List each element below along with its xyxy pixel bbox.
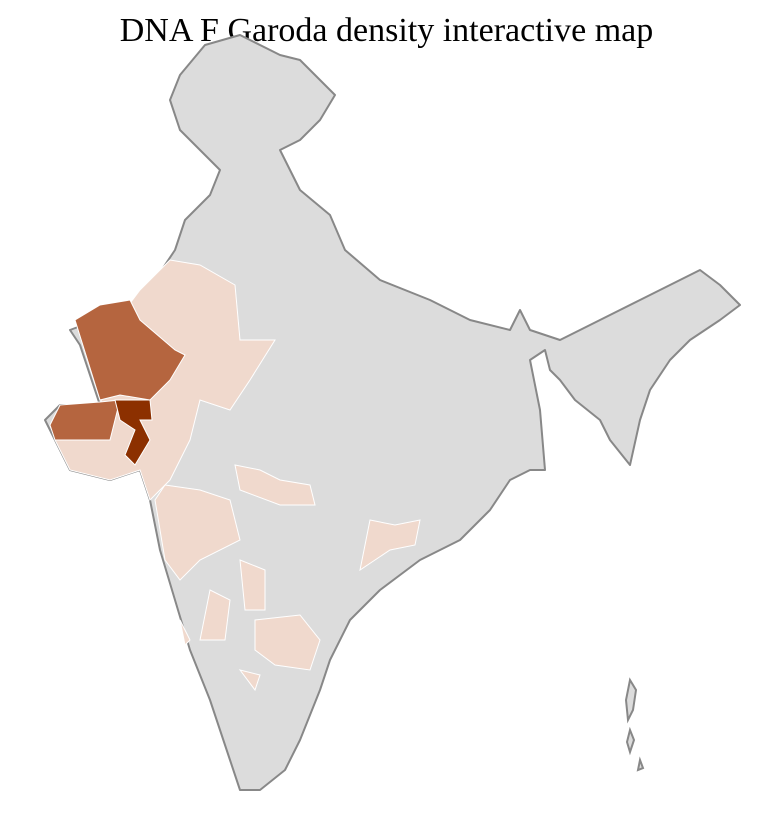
region-low-south[interactable] — [238, 669, 261, 692]
map-title: DNA F Garoda density interactive map — [119, 12, 654, 49]
region-low-telangana-karnataka[interactable] — [254, 614, 321, 671]
region-medium-north-gujarat[interactable] — [74, 299, 186, 401]
region-high-central-gujarat[interactable] — [114, 399, 153, 466]
region-low-maharashtra-west[interactable] — [154, 484, 241, 581]
andaman-islands — [624, 677, 645, 772]
region-low-goa[interactable] — [179, 619, 191, 647]
region-low-central[interactable] — [239, 559, 266, 611]
region-low-madhya-pradesh[interactable] — [234, 464, 316, 506]
region-low-konkan[interactable] — [199, 589, 231, 641]
region-low-east[interactable] — [359, 519, 421, 572]
region-medium-kutch[interactable] — [49, 399, 121, 441]
